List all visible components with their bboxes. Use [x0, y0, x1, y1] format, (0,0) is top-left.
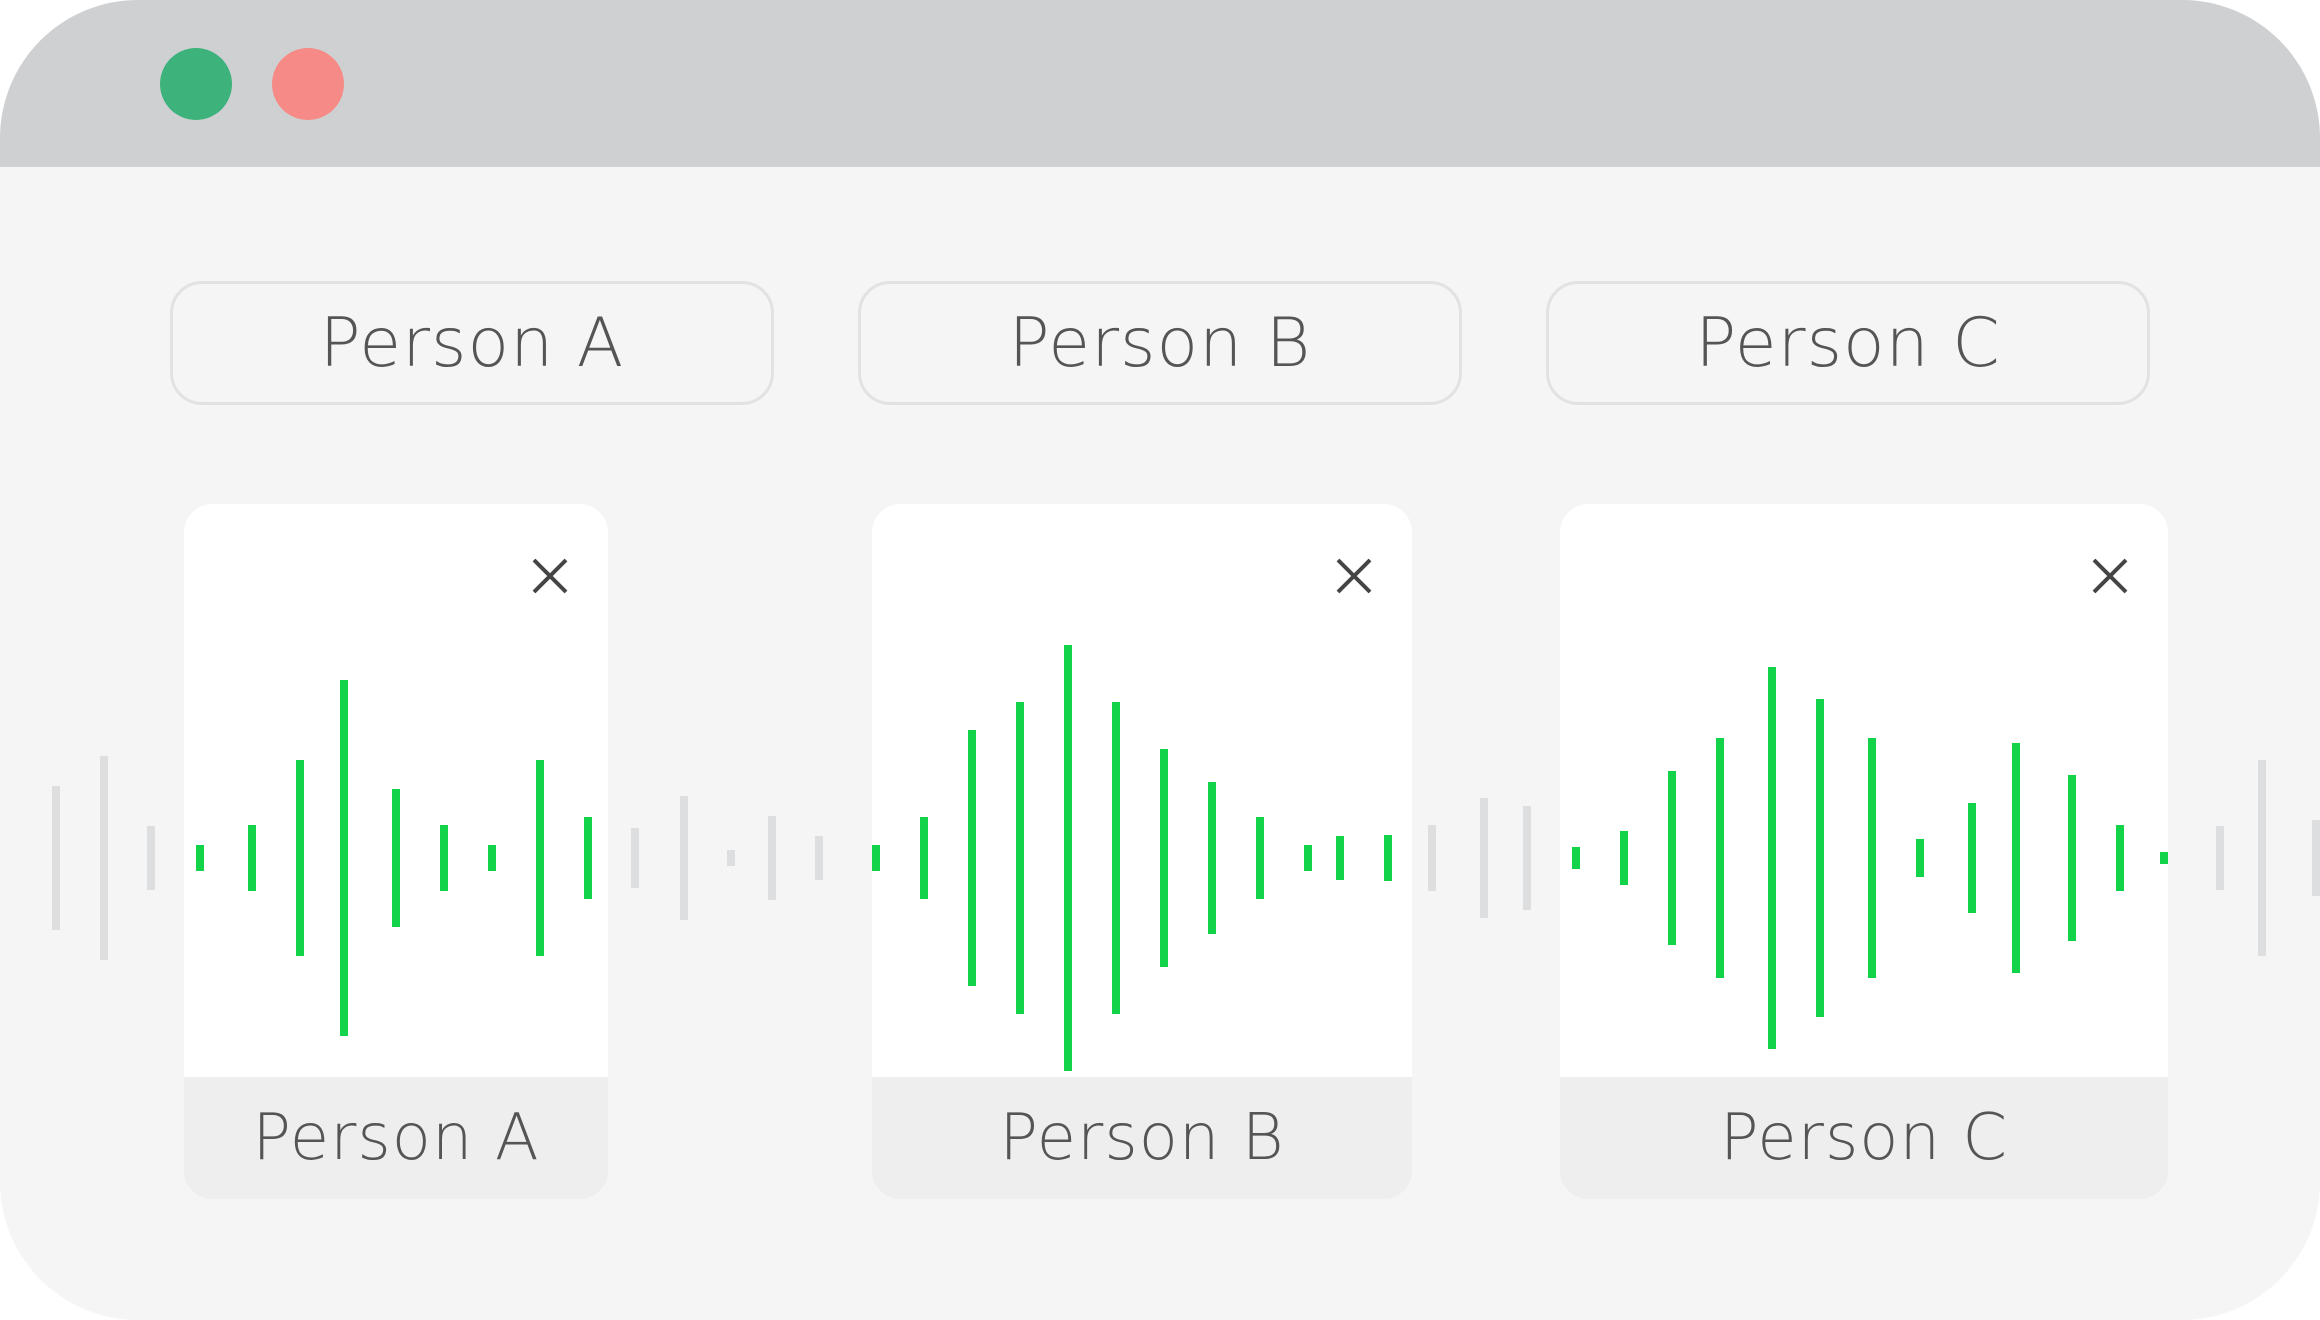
- speaker-wave-bar: [536, 760, 544, 956]
- speaker-name: Person B: [999, 1101, 1285, 1175]
- speaker-name: Person A: [252, 1101, 540, 1175]
- background-wave-bar: [1523, 806, 1531, 910]
- speaker-card-person-c: Person C: [1560, 504, 2168, 1199]
- background-wave-bar: [1480, 798, 1488, 918]
- tab-label: Person A: [319, 303, 625, 383]
- speaker-wave-bar: [920, 817, 928, 899]
- speaker-card-footer: Person C: [1560, 1077, 2168, 1199]
- speaker-wave-bar: [1572, 847, 1580, 869]
- speaker-wave-bar: [296, 760, 304, 956]
- speaker-wave-bar: [968, 730, 976, 986]
- tab-label: Person C: [1695, 303, 2001, 383]
- close-icon[interactable]: [522, 548, 578, 604]
- speaker-wave-bar: [1620, 831, 1628, 885]
- tab-person-a[interactable]: Person A: [170, 281, 774, 405]
- background-wave-bar: [52, 786, 60, 930]
- speaker-wave-bar: [1064, 645, 1072, 1071]
- speaker-wave-bar: [1336, 836, 1344, 880]
- close-icon[interactable]: [2082, 548, 2138, 604]
- speaker-name: Person C: [1719, 1101, 2009, 1175]
- speaker-wave-bar: [1208, 782, 1216, 934]
- speaker-wave-bar: [2012, 743, 2020, 973]
- speaker-wave-bar: [1868, 738, 1876, 978]
- speaker-wave-bar: [1668, 771, 1676, 945]
- tab-person-c[interactable]: Person C: [1546, 281, 2150, 405]
- speaker-card-footer: Person B: [872, 1077, 1412, 1199]
- speaker-wave-bar: [1160, 749, 1168, 967]
- speaker-waveform: [872, 645, 1392, 1071]
- background-wave-bar: [727, 850, 735, 866]
- speaker-card-person-b: Person B: [872, 504, 1412, 1199]
- speaker-waveform: [1572, 667, 2168, 1049]
- speaker-wave-bar: [1916, 839, 1924, 877]
- speaker-card-footer: Person A: [184, 1077, 608, 1199]
- speaker-wave-bar: [488, 845, 496, 871]
- background-wave-bar: [680, 796, 688, 920]
- background-wave-bar: [2258, 760, 2266, 956]
- background-wave-bar: [768, 816, 776, 900]
- window-control-green[interactable]: [160, 48, 232, 120]
- speaker-wave-bar: [872, 845, 880, 871]
- speaker-wave-bar: [2116, 825, 2124, 891]
- background-wave-bar: [631, 828, 639, 888]
- speaker-wave-bar: [1968, 803, 1976, 913]
- speaker-wave-bar: [1112, 702, 1120, 1014]
- speaker-wave-bar: [584, 817, 592, 899]
- background-wave-bar: [2216, 826, 2224, 890]
- background-wave-bar: [815, 836, 823, 880]
- speaker-waveform: [196, 680, 592, 1036]
- speaker-wave-bar: [392, 789, 400, 927]
- speaker-wave-bar: [1256, 817, 1264, 899]
- tab-label: Person B: [1008, 303, 1312, 383]
- speaker-wave-bar: [248, 825, 256, 891]
- background-wave-bar: [147, 826, 155, 890]
- speaker-wave-bar: [340, 680, 348, 1036]
- close-icon[interactable]: [1326, 548, 1382, 604]
- speaker-wave-bar: [1816, 699, 1824, 1017]
- window-control-red[interactable]: [272, 48, 344, 120]
- speaker-wave-bar: [1304, 845, 1312, 871]
- speaker-wave-bar: [2068, 775, 2076, 941]
- speaker-wave-bar: [440, 825, 448, 891]
- speaker-wave-bar: [196, 845, 204, 871]
- background-wave-bar: [100, 756, 108, 960]
- speaker-wave-bar: [1384, 835, 1392, 881]
- speaker-wave-bar: [2160, 852, 2168, 864]
- speaker-wave-bar: [1716, 738, 1724, 978]
- background-wave-bar: [1428, 825, 1436, 891]
- speaker-wave-bar: [1768, 667, 1776, 1049]
- speaker-wave-bar: [1016, 702, 1024, 1014]
- title-bar: [0, 0, 2320, 167]
- tab-person-b[interactable]: Person B: [858, 281, 1462, 405]
- background-wave-bar: [2312, 820, 2320, 896]
- speaker-card-person-a: Person A: [184, 504, 608, 1199]
